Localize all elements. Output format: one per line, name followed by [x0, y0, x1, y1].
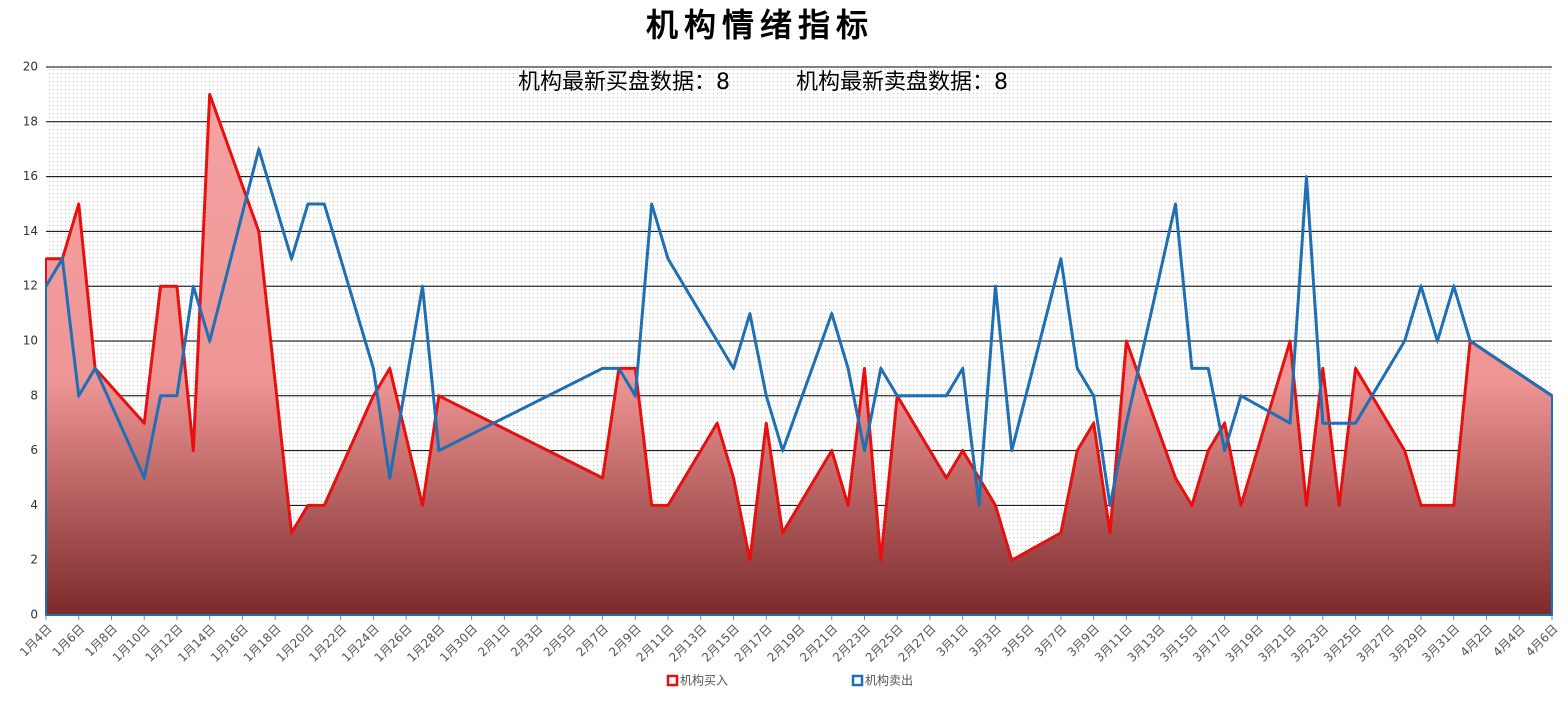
x-tick-label: 3月7日: [1032, 622, 1070, 660]
y-tick-label: 4: [30, 498, 38, 512]
x-tick-label: 2月3日: [508, 622, 546, 660]
legend-swatch: [666, 674, 679, 687]
y-tick-label: 12: [23, 279, 38, 293]
y-tick-label: 14: [23, 224, 38, 238]
y-tick-label: 8: [30, 388, 38, 402]
annotation: 机构最新卖盘数据：8: [796, 70, 1008, 95]
x-tick-label: 3月3日: [966, 622, 1004, 660]
y-tick-label: 20: [23, 60, 38, 74]
y-tick-label: 18: [23, 114, 38, 128]
legend-label: 机构卖出: [865, 673, 913, 688]
y-tick-label: 6: [30, 443, 38, 457]
x-tick-label: 1月6日: [50, 622, 88, 660]
legend-label: 机构买入: [680, 673, 728, 688]
annotation: 机构最新买盘数据：8: [518, 70, 730, 95]
series-line: [46, 92, 1553, 562]
x-tick-label: 3月1日: [934, 622, 972, 660]
x-tick-label: 2月1日: [475, 622, 513, 660]
x-tick-label: 2月7日: [573, 622, 611, 660]
y-tick-label: 0: [30, 608, 38, 622]
y-tick-label: 16: [23, 169, 38, 183]
x-tick-label: 4月2日: [1457, 622, 1495, 660]
x-tick-label: 1月4日: [17, 622, 55, 660]
y-tick-label: 2: [30, 553, 38, 567]
x-tick-label: 2月5日: [541, 622, 579, 660]
legend-swatch: [851, 674, 864, 687]
y-tick-label: 10: [23, 334, 38, 348]
x-tick-label: 4月6日: [1523, 622, 1561, 660]
chart-title: 机构情绪指标: [646, 6, 874, 44]
x-tick-label: 4月4日: [1490, 622, 1528, 660]
marks: [44, 92, 1553, 616]
x-tick-label: 3月5日: [999, 622, 1037, 660]
series-line: [44, 147, 1553, 507]
